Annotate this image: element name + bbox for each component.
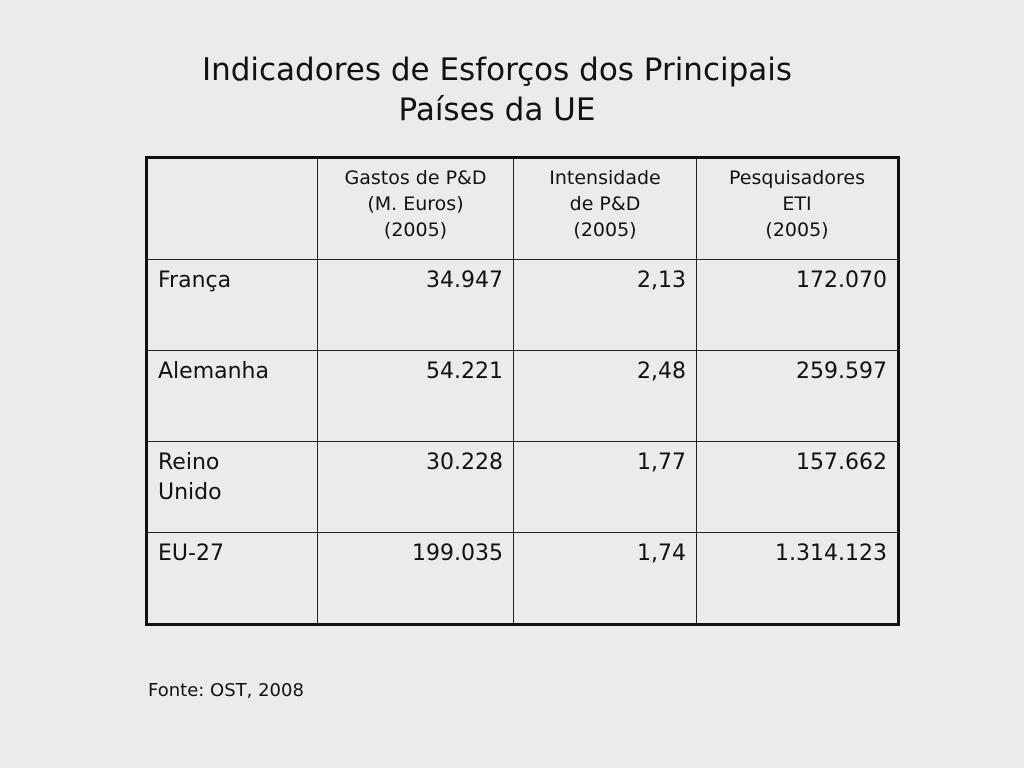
cell-text: EU-27 <box>158 541 224 566</box>
value-cell: 1,74 <box>513 532 697 625</box>
value-cell: 34.947 <box>317 259 514 351</box>
value-cell: 2,48 <box>513 350 697 442</box>
row-label: Alemanha <box>146 350 318 442</box>
cell-line: Reino <box>158 450 220 475</box>
table-row: Alemanha 54.221 2,48 259.597 <box>146 350 899 442</box>
value-cell: 54.221 <box>317 350 514 442</box>
cell-line: Pesquisadores <box>729 167 865 189</box>
cell-text: 199.035 <box>412 541 503 566</box>
title-line: Indicadores de Esforços dos Principais <box>201 52 793 88</box>
header-cell <box>146 157 318 260</box>
cell-line: Gastos de P&D <box>344 167 487 189</box>
cell-line: (M. Euros) <box>367 193 464 215</box>
cell-line: (2005) <box>765 219 829 241</box>
cell-line: (2005) <box>573 219 637 241</box>
header-row: Gastos de P&D (M. Euros) (2005) Intensidade… <box>146 157 899 260</box>
cell-text: 2,48 <box>637 359 686 384</box>
cell-text: 2,13 <box>637 268 686 293</box>
cell-text: 54.221 <box>426 359 503 384</box>
row-label: EU-27 <box>146 532 318 625</box>
value-cell: 2,13 <box>513 259 697 351</box>
cell-text: 172.070 <box>796 268 887 293</box>
cell-text: 259.597 <box>796 359 887 384</box>
cell-text: Alemanha <box>158 359 269 384</box>
cell-text: 34.947 <box>426 268 503 293</box>
cell-text: 1,74 <box>637 541 686 566</box>
header-cell: Intensidade de P&D (2005) <box>513 157 697 260</box>
cell-text: 1.314.123 <box>775 541 887 566</box>
row-label: França <box>146 259 318 351</box>
title-line: Países da UE <box>398 92 596 128</box>
cell-line: ETI <box>782 193 812 215</box>
value-cell: 199.035 <box>317 532 514 625</box>
value-cell: 1,77 <box>513 441 697 533</box>
row-label: Reino Unido <box>146 441 318 533</box>
cell-text: 30.228 <box>426 450 503 475</box>
source-note: Fonte: OST, 2008 <box>148 680 304 701</box>
value-cell: 157.662 <box>696 441 899 533</box>
header-cell: Gastos de P&D (M. Euros) (2005) <box>317 157 514 260</box>
cell-text: 1,77 <box>637 450 686 475</box>
value-cell: 1.314.123 <box>696 532 899 625</box>
header-cell: Pesquisadores ETI (2005) <box>696 157 899 260</box>
cell-line: de P&D <box>569 193 641 215</box>
value-cell: 30.228 <box>317 441 514 533</box>
table-row: França 34.947 2,13 172.070 <box>146 259 899 351</box>
cell-text: França <box>158 268 232 293</box>
cell-line: Unido <box>158 480 222 505</box>
table-row: Reino Unido 30.228 1,77 157.662 <box>146 441 899 533</box>
cell-line: Intensidade <box>549 167 661 189</box>
data-table: Gastos de P&D (M. Euros) (2005) Intensidade… <box>145 156 900 626</box>
cell-line: (2005) <box>383 219 448 241</box>
value-cell: 259.597 <box>696 350 899 442</box>
table-row: EU-27 199.035 1,74 1.314.123 <box>146 532 899 625</box>
cell-text: 157.662 <box>796 450 887 475</box>
value-cell: 172.070 <box>696 259 899 351</box>
title: Indicadores de Esforços dos Principais Pa… <box>150 50 844 130</box>
